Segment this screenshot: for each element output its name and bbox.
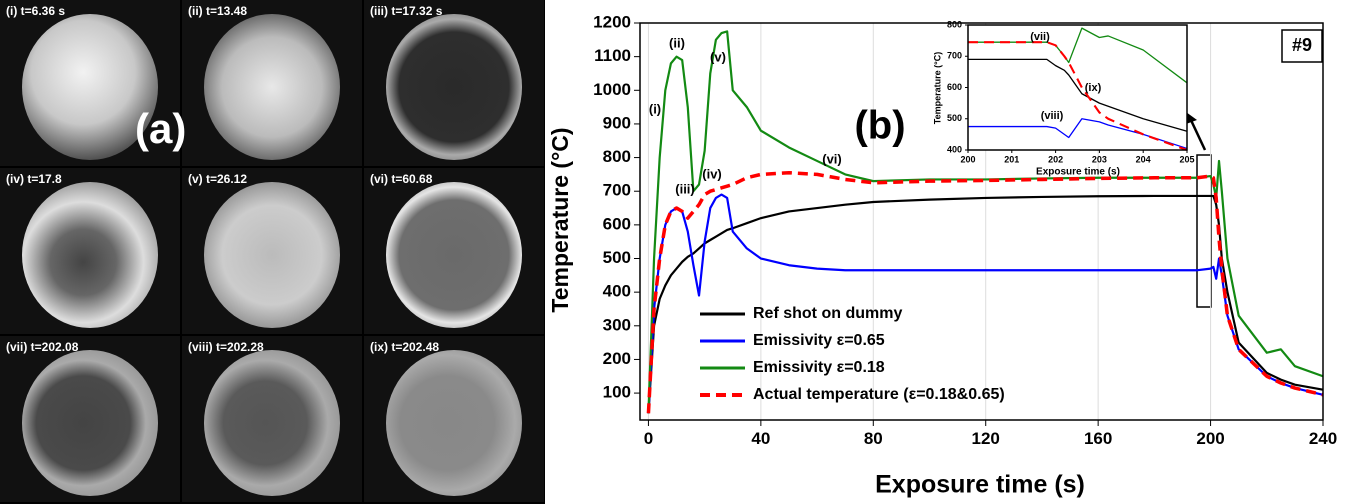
annotation: #9: [1292, 35, 1312, 55]
y-tick-label: 1000: [593, 80, 631, 99]
y-tick-label: 1200: [593, 12, 631, 31]
annotation: (i): [649, 101, 661, 116]
x-tick-label: 201: [1004, 155, 1019, 165]
y-tick-label: 600: [947, 82, 962, 92]
y-axis-label: Temperature (°C): [932, 52, 942, 124]
zoom-arrow: [1190, 118, 1205, 150]
x-tick-label: 40: [751, 429, 770, 448]
annotation: (viii): [1041, 110, 1064, 122]
y-axis-label: Temperature (°C): [547, 127, 573, 312]
annotation: (vii): [1030, 31, 1050, 43]
annotation: (iv): [702, 166, 722, 181]
y-tick-label: 800: [947, 19, 962, 29]
chart: 0 40 80 120 160 200 240 100 200 300 400 500 600 700 80…: [0, 0, 1355, 504]
y-tick-label: 600: [603, 214, 631, 233]
x-tick-label: 200: [1196, 429, 1224, 448]
legend-label: Emissivity ε=0.65: [753, 332, 885, 349]
annotation: (iii): [675, 181, 695, 196]
y-tick-label: 500: [947, 113, 962, 123]
x-tick-label: 240: [1309, 429, 1337, 448]
y-tick-label: 400: [947, 144, 962, 154]
y-tick-label: 200: [603, 349, 631, 368]
x-tick-label: 204: [1136, 155, 1151, 165]
x-tick-label: 120: [972, 429, 1000, 448]
x-tick-label: 0: [644, 429, 653, 448]
annotation: (vi): [822, 151, 842, 166]
y-tick-label: 500: [603, 248, 631, 267]
legend-label: Ref shot on dummy: [753, 305, 902, 322]
y-tick-label: 700: [947, 51, 962, 61]
x-axis-label: Exposure time (s): [1036, 167, 1120, 178]
x-tick-label: 80: [864, 429, 883, 448]
y-tick-label: 800: [603, 147, 631, 166]
x-tick-label: 203: [1092, 155, 1107, 165]
y-tick-label: 700: [603, 181, 631, 200]
x-tick-label: 200: [960, 155, 975, 165]
annotation: (b): [854, 104, 905, 148]
y-tick-label: 1100: [594, 46, 631, 65]
figure: (ix) t=202.48(viii) t=202.28(vii) t=202.…: [0, 0, 1355, 504]
x-axis-label: Exposure time (s): [875, 471, 1085, 499]
x-tick-label: 160: [1084, 429, 1112, 448]
legend-label: Actual temperature (ε=0.18&0.65): [753, 386, 1005, 403]
y-tick-label: 300: [603, 315, 631, 334]
x-tick-label: 205: [1179, 155, 1194, 165]
y-tick-label: 400: [603, 282, 631, 301]
y-tick-label: 100: [603, 383, 631, 402]
y-tick-label: 900: [603, 113, 631, 132]
x-tick-label: 202: [1048, 155, 1063, 165]
legend-label: Emissivity ε=0.18: [753, 359, 885, 376]
annotation: (ii): [669, 35, 685, 50]
annotation: (ix): [1085, 82, 1102, 94]
annotation: (v): [710, 49, 726, 64]
